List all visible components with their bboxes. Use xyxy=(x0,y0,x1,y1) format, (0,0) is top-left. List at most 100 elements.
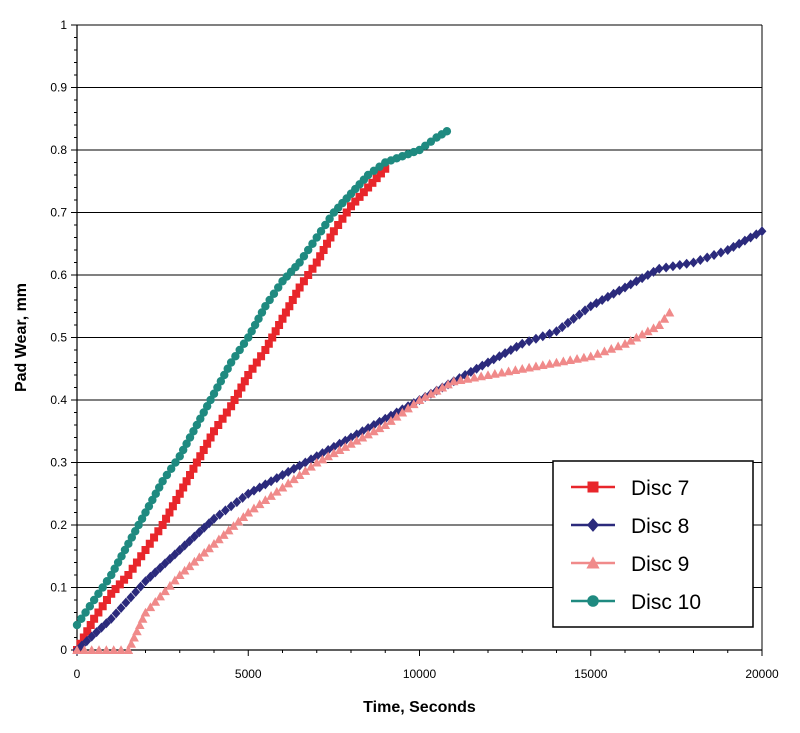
data-point xyxy=(448,376,459,386)
data-point xyxy=(120,545,130,555)
data-point xyxy=(185,433,195,442)
data-point xyxy=(408,399,419,409)
data-point xyxy=(180,540,190,551)
data-point xyxy=(92,627,101,638)
data-point xyxy=(214,421,223,429)
data-point xyxy=(545,328,555,339)
data-point xyxy=(175,545,185,555)
data-point xyxy=(363,429,373,439)
data-point xyxy=(144,502,154,511)
data-point xyxy=(299,277,308,286)
data-point xyxy=(206,433,215,442)
data-point xyxy=(243,507,254,517)
data-point xyxy=(271,327,280,336)
data-point xyxy=(209,513,219,524)
data-point xyxy=(329,227,338,236)
data-point xyxy=(254,499,265,509)
data-point xyxy=(215,509,225,520)
data-point xyxy=(165,553,175,564)
data-point xyxy=(625,335,636,345)
data-point xyxy=(230,396,239,404)
data-point xyxy=(329,441,339,452)
axes-layer: 0 0.1 0.2 0.3 0.4 0.5 0.6 0.7 0.8 0.9 1 0 5000 10000 1… xyxy=(50,18,779,681)
data-point xyxy=(238,492,247,503)
data-point xyxy=(121,597,131,608)
legend-marker xyxy=(586,518,600,532)
data-point xyxy=(565,355,575,364)
data-point xyxy=(94,589,103,598)
data-point xyxy=(190,531,199,542)
data-point xyxy=(154,527,163,536)
data-point xyxy=(189,427,198,436)
data-point xyxy=(264,339,273,348)
data-point xyxy=(558,356,569,366)
data-point xyxy=(374,423,385,433)
data-point xyxy=(175,452,184,461)
data-point xyxy=(308,239,317,248)
data-point xyxy=(380,420,391,429)
data-point xyxy=(510,365,521,374)
data-point xyxy=(134,620,145,629)
data-point xyxy=(517,338,527,349)
data-point xyxy=(572,353,582,363)
data-point xyxy=(113,558,123,567)
data-point xyxy=(338,214,347,223)
data-point xyxy=(585,351,596,361)
data-point xyxy=(141,546,150,554)
data-point xyxy=(150,567,160,578)
data-point xyxy=(239,339,249,348)
data-point xyxy=(160,586,170,596)
data-point xyxy=(238,512,249,521)
data-point xyxy=(232,497,242,508)
data-point xyxy=(79,633,88,642)
series-layer xyxy=(72,127,767,655)
data-point xyxy=(443,379,453,389)
series-disc-7 xyxy=(73,164,390,654)
data-point xyxy=(226,501,236,512)
data-point xyxy=(145,602,156,612)
data-point xyxy=(126,638,137,648)
data-point xyxy=(503,366,514,376)
data-point xyxy=(437,382,448,392)
data-point xyxy=(355,192,364,201)
data-point xyxy=(563,317,573,328)
data-point xyxy=(223,364,232,373)
data-point xyxy=(244,333,253,342)
data-point xyxy=(90,614,99,623)
data-point xyxy=(308,264,317,273)
data-point xyxy=(202,402,212,411)
data-point xyxy=(462,373,473,383)
data-point xyxy=(277,482,288,492)
data-point xyxy=(196,452,205,461)
data-point xyxy=(613,341,623,351)
data-point xyxy=(148,495,157,505)
data-point xyxy=(483,357,493,368)
data-point xyxy=(162,470,172,480)
grid-layer xyxy=(77,24,763,650)
series-disc-10 xyxy=(72,127,452,630)
data-point xyxy=(757,226,767,237)
data-point xyxy=(226,358,236,367)
x-tick-label: 0 xyxy=(74,667,81,681)
y-tick-label: 0.6 xyxy=(50,268,67,282)
x-tick-label: 10000 xyxy=(403,667,437,681)
data-point xyxy=(496,367,507,377)
data-point xyxy=(233,516,244,526)
data-point xyxy=(312,258,321,267)
data-point xyxy=(261,346,270,354)
data-point xyxy=(469,372,480,382)
data-point xyxy=(170,549,180,560)
data-point xyxy=(129,632,139,642)
data-point xyxy=(346,438,356,448)
legend-item: Disc 9 xyxy=(571,553,689,576)
data-point xyxy=(261,302,270,311)
data-point xyxy=(233,389,242,398)
data-point xyxy=(206,395,215,405)
data-point xyxy=(648,323,659,333)
data-point xyxy=(334,445,345,454)
data-point xyxy=(231,352,240,361)
data-point xyxy=(551,357,562,367)
y-tick-label: 0 xyxy=(60,643,67,657)
legend-label: Disc 10 xyxy=(631,591,701,614)
